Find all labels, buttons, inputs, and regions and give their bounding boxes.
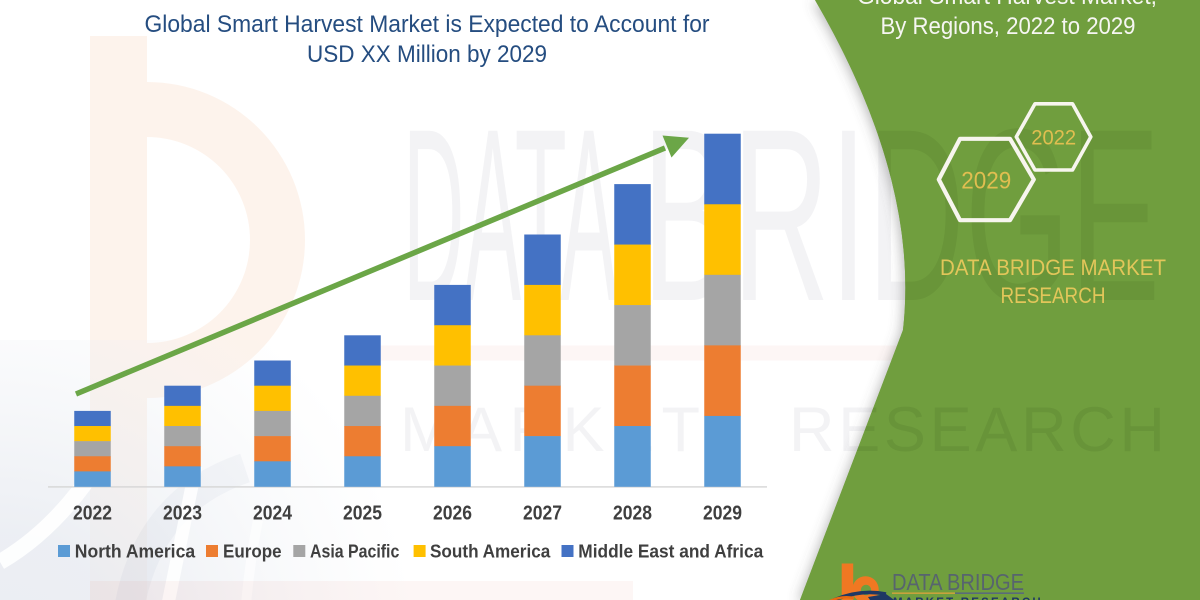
svg-text:2029: 2029 xyxy=(961,168,1011,195)
svg-text:Middle East and Africa: Middle East and Africa xyxy=(578,542,764,562)
svg-text:By Regions, 2022 to 2029: By Regions, 2022 to 2029 xyxy=(881,13,1136,40)
svg-text:2022: 2022 xyxy=(73,503,112,525)
svg-text:2025: 2025 xyxy=(343,503,382,525)
svg-text:2022: 2022 xyxy=(1031,126,1076,149)
svg-text:DATA BRIDGE: DATA BRIDGE xyxy=(892,569,1024,595)
svg-text:DATA BRIDGE MARKET: DATA BRIDGE MARKET xyxy=(940,255,1166,280)
svg-text:2027: 2027 xyxy=(523,503,562,525)
svg-text:North America: North America xyxy=(75,542,196,562)
svg-text:USD XX Million by 2029: USD XX Million by 2029 xyxy=(307,41,547,68)
svg-text:Asia Pacific: Asia Pacific xyxy=(310,542,399,562)
svg-text:2029: 2029 xyxy=(703,503,742,525)
svg-text:2023: 2023 xyxy=(163,503,202,525)
svg-text:2024: 2024 xyxy=(253,503,293,525)
svg-text:South America: South America xyxy=(430,542,551,562)
svg-text:Global Smart Harvest Market,: Global Smart Harvest Market, xyxy=(857,0,1157,10)
svg-text:MARKET RESEARCH: MARKET RESEARCH xyxy=(893,597,1043,600)
svg-text:2028: 2028 xyxy=(613,503,652,525)
svg-text:Global Smart Harvest Market is: Global Smart Harvest Market is Expected … xyxy=(145,11,710,38)
svg-text:Europe: Europe xyxy=(223,542,282,562)
svg-text:RESEARCH: RESEARCH xyxy=(1001,283,1106,308)
svg-text:2026: 2026 xyxy=(433,503,472,525)
